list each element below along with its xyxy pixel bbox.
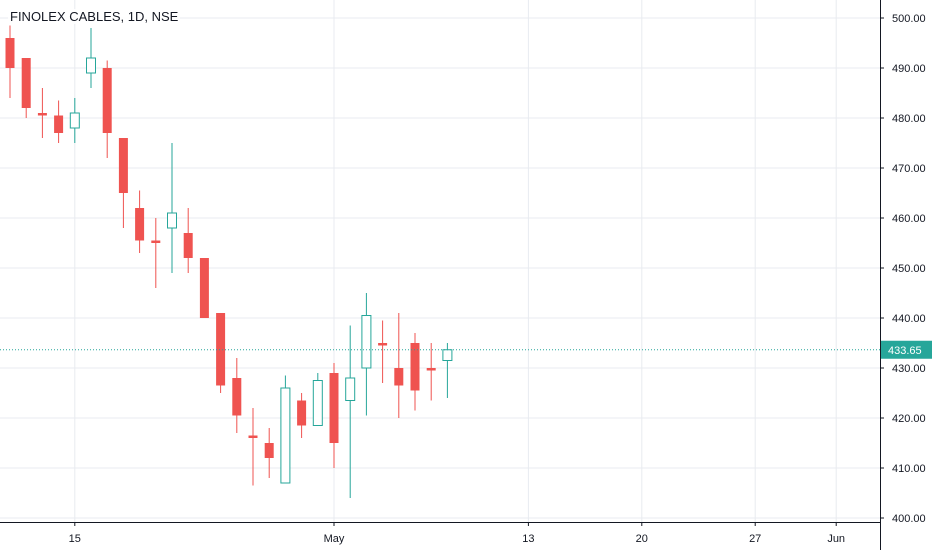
- candle-body: [426, 368, 436, 371]
- candle-body: [232, 378, 242, 416]
- chart-title: FINOLEX CABLES, 1D, NSE: [8, 9, 181, 24]
- y-tick-label: 470.00: [892, 163, 926, 175]
- candle[interactable]: [21, 58, 31, 118]
- candle-body: [264, 443, 274, 458]
- grid-lines: [0, 0, 880, 522]
- candle-body: [86, 57, 96, 74]
- candle-body: [312, 380, 323, 426]
- candle[interactable]: [345, 325, 356, 499]
- candle-body: [280, 387, 291, 484]
- x-tick-label: May: [324, 533, 345, 545]
- candle-body: [135, 208, 145, 241]
- candle-body: [54, 115, 64, 133]
- y-tick-label: 450.00: [892, 263, 926, 275]
- y-tick-label: 480.00: [892, 113, 926, 125]
- candle[interactable]: [280, 375, 291, 484]
- x-tick-label: 13: [522, 533, 534, 545]
- y-tick-label: 400.00: [892, 513, 926, 525]
- candle-body: [394, 368, 404, 386]
- candle[interactable]: [5, 25, 15, 99]
- candle[interactable]: [442, 343, 453, 398]
- candle[interactable]: [151, 218, 161, 288]
- candle[interactable]: [232, 358, 242, 433]
- candle-body: [442, 349, 453, 361]
- candle[interactable]: [199, 258, 209, 318]
- x-tick-label: 20: [636, 533, 648, 545]
- y-tick-label: 410.00: [892, 463, 926, 475]
- candle-body: [21, 58, 31, 108]
- candle[interactable]: [167, 143, 177, 273]
- last-price-label: 433.65: [888, 345, 922, 357]
- candle[interactable]: [297, 393, 307, 438]
- candle-body: [248, 435, 258, 438]
- candle[interactable]: [54, 100, 64, 144]
- candle-body: [199, 258, 209, 318]
- candle-body: [69, 112, 80, 129]
- candle-body: [151, 240, 161, 243]
- last-price-badge: 433.65: [881, 340, 932, 359]
- y-tick-label: 460.00: [892, 213, 926, 225]
- candle[interactable]: [361, 293, 372, 416]
- candle-body: [297, 400, 307, 426]
- candle[interactable]: [118, 138, 128, 228]
- candle[interactable]: [248, 408, 258, 486]
- candle-body: [378, 343, 388, 346]
- candle[interactable]: [102, 60, 112, 159]
- candle-body: [183, 233, 193, 258]
- candle-body: [37, 113, 47, 116]
- candle-body: [102, 68, 112, 133]
- x-tick-label: 15: [69, 533, 81, 545]
- candle-body: [329, 373, 339, 443]
- candle[interactable]: [329, 363, 339, 468]
- candle-body: [410, 343, 420, 391]
- y-tick-label: 440.00: [892, 313, 926, 325]
- candle-body: [5, 38, 15, 68]
- candle-body: [361, 315, 372, 369]
- candle[interactable]: [264, 428, 274, 478]
- candle[interactable]: [312, 373, 323, 426]
- candle[interactable]: [216, 313, 226, 393]
- candle[interactable]: [135, 190, 145, 254]
- y-tick-label: 490.00: [892, 63, 926, 75]
- x-tick-label: Jun: [827, 533, 845, 545]
- candle[interactable]: [69, 98, 80, 143]
- last-price-badge-bg: [881, 340, 932, 359]
- candles: [5, 25, 453, 499]
- x-tick-label: 27: [749, 533, 761, 545]
- candle-body: [118, 138, 128, 193]
- y-tick-label: 500.00: [892, 13, 926, 25]
- candle[interactable]: [183, 208, 193, 273]
- candle[interactable]: [378, 320, 388, 384]
- candle[interactable]: [86, 28, 96, 88]
- candle[interactable]: [37, 88, 47, 138]
- candle-body: [216, 313, 226, 386]
- candle[interactable]: [426, 343, 436, 401]
- candle-body: [345, 377, 356, 401]
- candle[interactable]: [394, 313, 404, 418]
- candle[interactable]: [410, 333, 420, 411]
- y-tick-label: 430.00: [892, 363, 926, 375]
- y-tick-label: 420.00: [892, 413, 926, 425]
- candle-body: [167, 212, 177, 229]
